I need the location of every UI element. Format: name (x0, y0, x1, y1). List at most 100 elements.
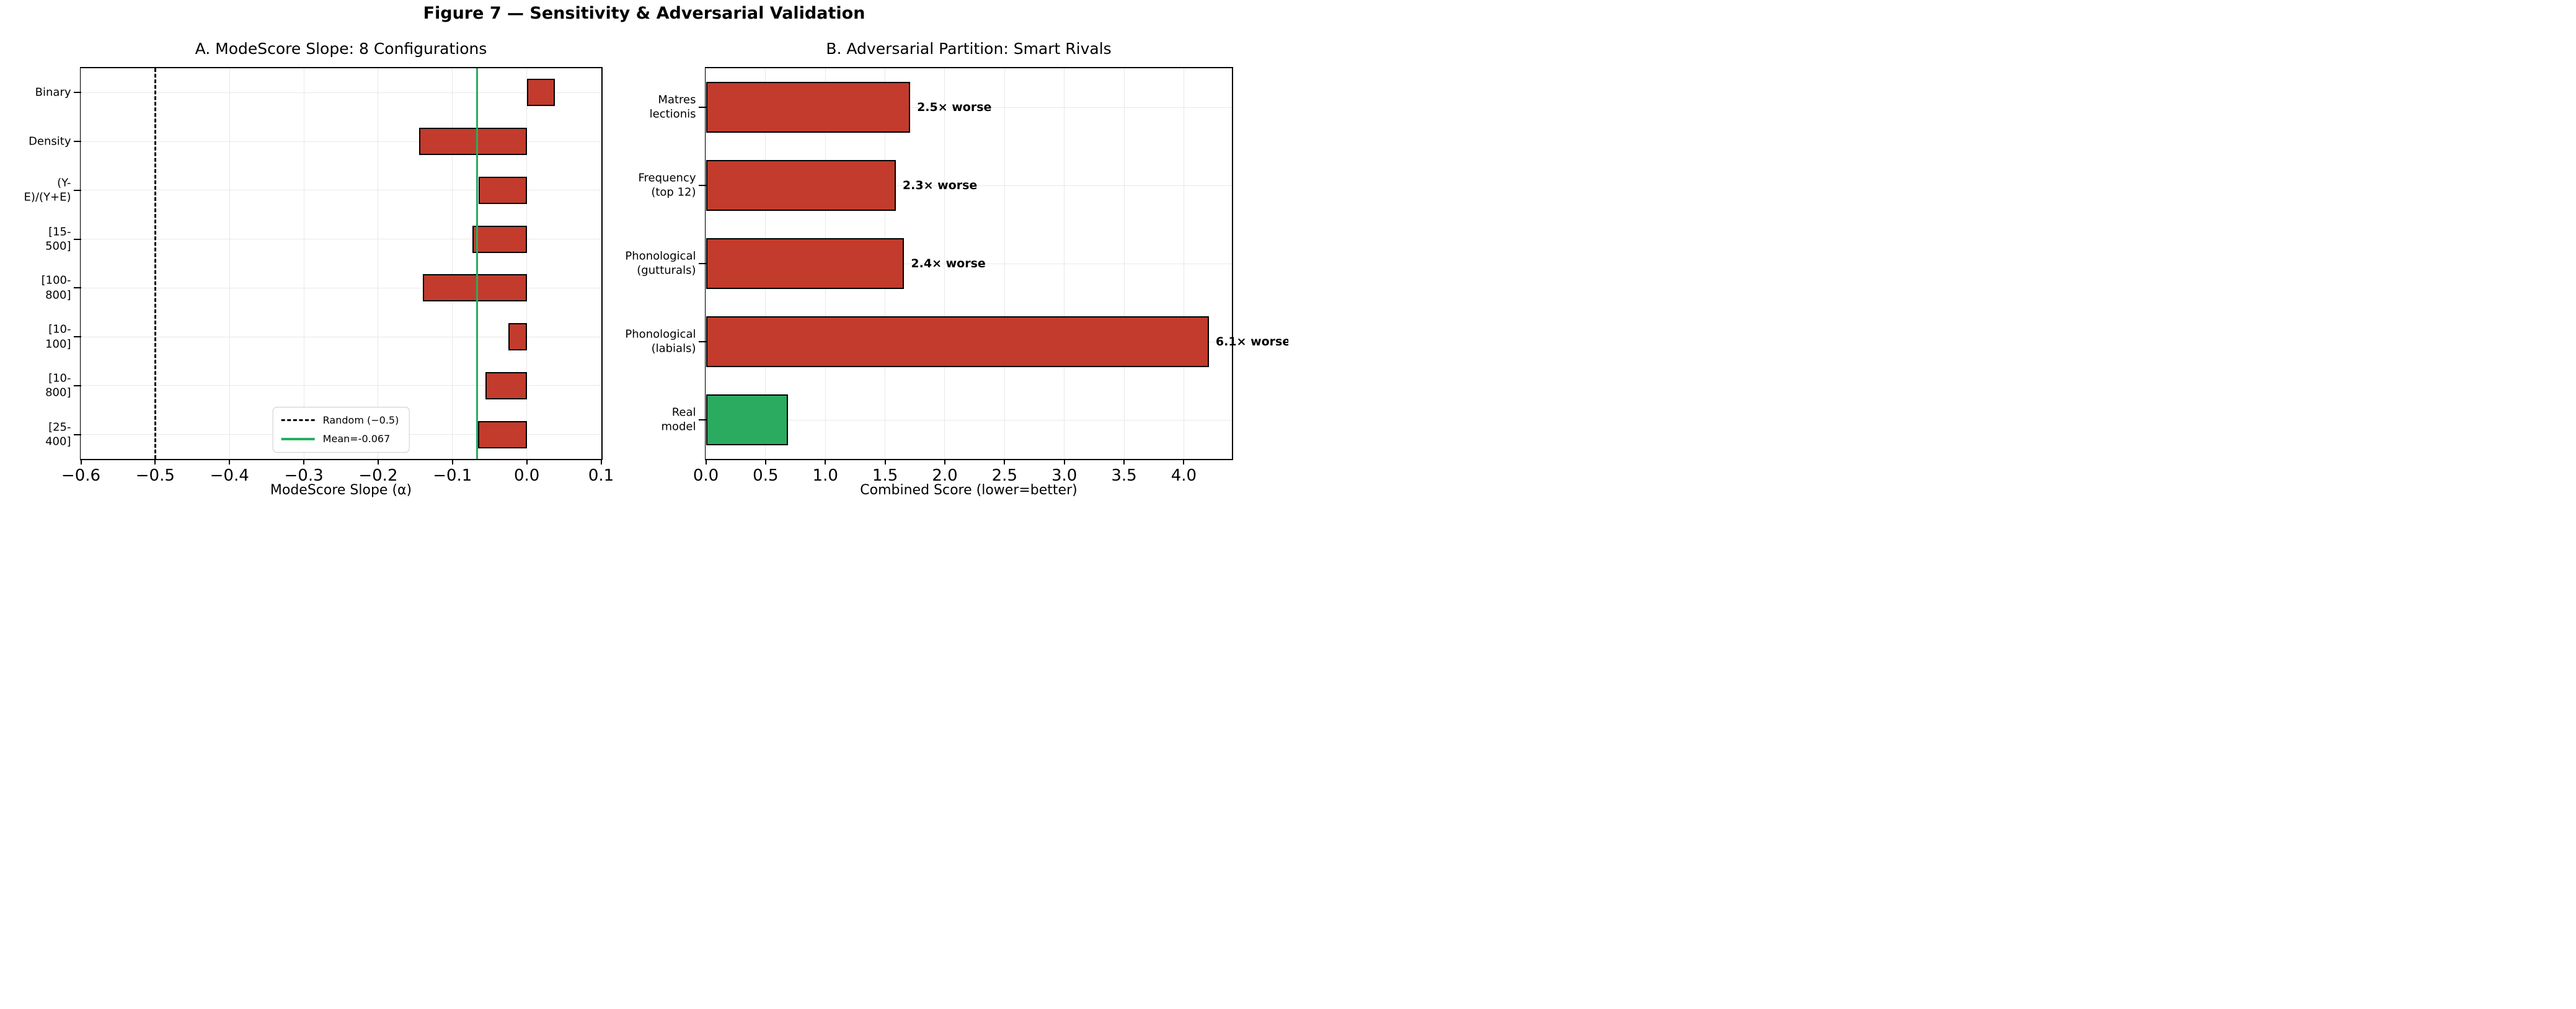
bar (485, 371, 527, 399)
y-gridline (81, 92, 601, 93)
x-tick (764, 459, 766, 464)
bar-annotation: 2.3× worse (902, 179, 978, 192)
x-tick-label: 0.5 (753, 466, 779, 485)
y-tick-label: Real model (661, 406, 696, 433)
reference-line-random (154, 68, 156, 459)
panel-b-xlabel: Combined Score (lower=better) (860, 482, 1078, 498)
y-gridline (81, 385, 601, 386)
bar (706, 160, 896, 211)
y-tick-label: Density (29, 135, 71, 148)
y-tick-label: Phonological (labials) (625, 327, 696, 355)
x-tick-label: −0.2 (358, 466, 398, 485)
y-tick-label: (Y-E)/(Y+E) (24, 176, 71, 204)
y-tick (73, 336, 81, 338)
x-tick (825, 459, 826, 464)
x-tick-label: 2.5 (991, 466, 1017, 485)
x-tick-label: −0.6 (61, 466, 101, 485)
bar (422, 274, 527, 302)
x-gridline (526, 68, 528, 459)
legend: Random (−0.5) Mean=-0.067 (272, 407, 410, 453)
x-tick-label: −0.1 (433, 466, 472, 485)
bar-annotation: 2.4× worse (911, 257, 986, 270)
x-tick (154, 459, 156, 464)
legend-dashed-line-sample (281, 419, 315, 421)
bar (706, 394, 789, 445)
x-tick (884, 459, 886, 464)
bar-annotation: 2.5× worse (917, 100, 992, 114)
legend-label-random: Random (−0.5) (322, 414, 399, 426)
x-tick (80, 459, 82, 464)
x-tick (705, 459, 707, 464)
x-tick (377, 459, 379, 464)
legend-row-random: Random (−0.5) (281, 414, 399, 426)
figure-title: Figure 7 — Sensitivity & Adversarial Val… (423, 4, 865, 23)
x-tick (600, 459, 602, 464)
panel-b-plot: 0.0 0.5 1.0 1.5 2.0 2.5 3.0 3.5 4.0 Matres lectio… (625, 67, 1288, 484)
bar (477, 420, 527, 448)
x-tick (1183, 459, 1185, 464)
y-tick (698, 419, 706, 420)
bar-annotation: 6.1× worse (1215, 335, 1288, 349)
y-tick-label: [15-500] (45, 225, 71, 253)
figure: Figure 7 — Sensitivity & Adversarial Val… (0, 0, 1288, 505)
x-tick (1123, 459, 1125, 464)
y-tick (73, 433, 81, 435)
y-tick-label: Binary (35, 86, 71, 99)
x-gridline (452, 68, 453, 459)
x-tick-label: 2.0 (932, 466, 958, 485)
bar (706, 238, 905, 289)
x-tick-label: −0.3 (284, 466, 324, 485)
panel-a-title: A. ModeScore Slope: 8 Configurations (195, 40, 487, 58)
panel-a-plot: Random (−0.5) Mean=-0.067 −0.6 −0.5 −0.4 −0… (24, 67, 614, 484)
x-tick (303, 459, 305, 464)
bar (472, 225, 527, 253)
bar (706, 82, 911, 133)
bar (418, 128, 527, 156)
bar (508, 323, 527, 351)
x-tick-label: 1.5 (872, 466, 898, 485)
x-tick (1004, 459, 1006, 464)
y-tick-label: [25-400] (45, 420, 71, 448)
x-tick-label: 3.0 (1051, 466, 1078, 485)
legend-row-mean: Mean=-0.067 (281, 433, 399, 445)
x-tick-label: 1.0 (812, 466, 838, 485)
x-tick (944, 459, 945, 464)
y-tick (73, 92, 81, 94)
x-tick (229, 459, 231, 464)
y-tick (73, 141, 81, 143)
x-tick-label: 3.5 (1111, 466, 1137, 485)
x-tick (1063, 459, 1065, 464)
y-tick (698, 107, 706, 108)
y-tick-label: [100-800] (41, 273, 71, 302)
y-gridline (706, 185, 1232, 186)
y-tick-label: [10-800] (45, 371, 71, 399)
bar (478, 176, 527, 204)
y-tick (73, 384, 81, 386)
panel-a-xlabel: ModeScore Slope (α) (270, 482, 412, 498)
bar (706, 316, 1209, 367)
x-tick (526, 459, 528, 464)
y-gridline (706, 107, 1232, 108)
reference-line-mean (476, 68, 478, 459)
x-tick-label: 0.1 (588, 466, 614, 485)
x-tick (451, 459, 453, 464)
legend-label-mean: Mean=-0.067 (322, 433, 391, 445)
y-tick-label: Frequency (top 12) (638, 171, 696, 199)
y-tick (73, 287, 81, 289)
panel-b-title: B. Adversarial Partition: Smart Rivals (826, 40, 1112, 58)
x-tick-label: 4.0 (1171, 466, 1197, 485)
y-tick (698, 185, 706, 186)
y-tick (73, 238, 81, 240)
y-tick (73, 189, 81, 191)
x-tick-label: 0.0 (693, 466, 719, 485)
legend-solid-line-sample (281, 437, 315, 440)
y-tick-label: Matres lectionis (649, 93, 696, 121)
y-tick-label: Phonological (gutturals) (625, 249, 696, 277)
bar (526, 79, 555, 107)
y-tick (698, 263, 706, 264)
y-gridline (81, 141, 601, 142)
x-tick-label: −0.4 (210, 466, 249, 485)
y-tick (698, 341, 706, 342)
x-tick-label: −0.5 (135, 466, 175, 485)
x-tick-label: 0.0 (513, 466, 540, 485)
